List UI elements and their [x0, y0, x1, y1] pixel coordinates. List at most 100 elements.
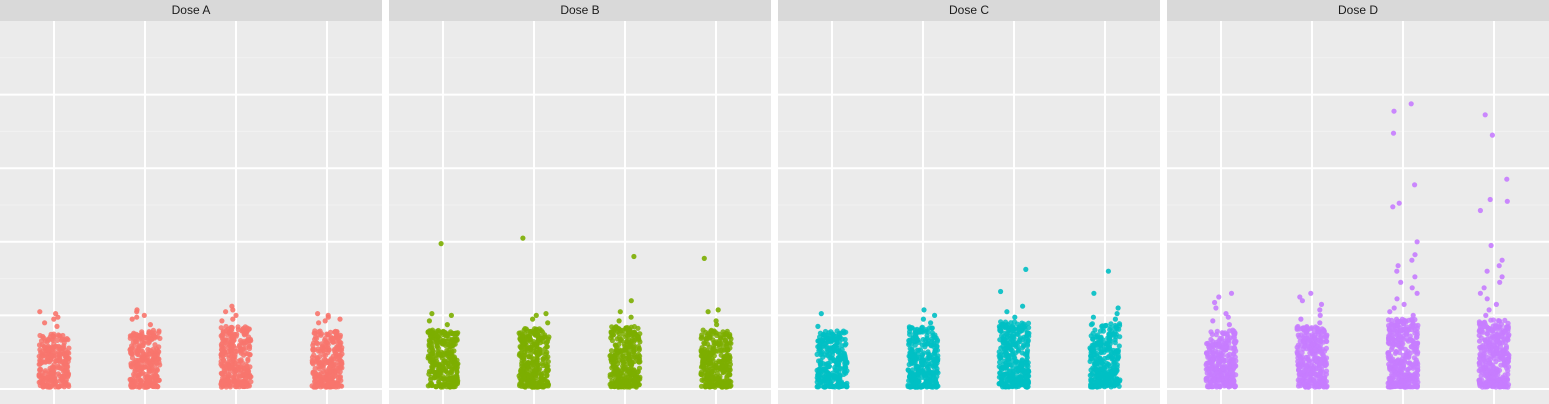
- data-point: [430, 361, 436, 367]
- data-point: [1095, 368, 1101, 374]
- data-point: [1295, 325, 1301, 331]
- data-point: [1091, 349, 1097, 355]
- data-point: [1215, 373, 1222, 379]
- data-point: [1088, 333, 1094, 339]
- data-point: [1208, 365, 1214, 371]
- data-point: [247, 343, 253, 349]
- data-point: [131, 347, 137, 353]
- data-point: [716, 341, 722, 347]
- data-point: [47, 384, 53, 390]
- data-point: [701, 365, 707, 371]
- data-point: [1012, 341, 1018, 348]
- data-point: [1412, 345, 1418, 352]
- outlier-point: [1401, 301, 1407, 307]
- data-point: [315, 382, 321, 388]
- data-point: [155, 348, 161, 354]
- data-point: [1111, 383, 1117, 389]
- outlier-point: [628, 314, 634, 320]
- data-point: [635, 351, 642, 358]
- data-point: [1505, 325, 1511, 332]
- data-point: [1216, 341, 1222, 347]
- facet-panel-dose-c: Dose C: [778, 0, 1160, 404]
- data-point: [36, 342, 43, 348]
- data-point: [231, 377, 237, 383]
- data-point: [1412, 360, 1418, 366]
- data-point: [1204, 360, 1210, 366]
- data-point: [227, 384, 233, 390]
- data-point: [709, 369, 715, 375]
- data-point: [133, 367, 139, 373]
- data-point: [244, 383, 250, 389]
- data-point: [1501, 376, 1507, 382]
- data-point: [1117, 322, 1123, 329]
- data-point: [631, 371, 637, 377]
- data-point: [1390, 326, 1397, 333]
- data-point: [242, 379, 248, 386]
- outlier-point: [921, 307, 927, 313]
- data-point: [155, 384, 161, 390]
- data-point: [221, 378, 227, 384]
- data-point: [134, 362, 140, 369]
- data-point: [1219, 353, 1226, 359]
- data-point: [927, 378, 934, 384]
- data-point: [628, 364, 634, 370]
- data-point: [1389, 344, 1395, 350]
- data-point: [37, 357, 43, 364]
- data-point: [546, 334, 552, 340]
- data-point: [1219, 330, 1225, 336]
- data-point: [1491, 350, 1497, 356]
- data-point: [133, 357, 139, 363]
- data-point: [1211, 375, 1217, 381]
- outlier-point: [928, 320, 934, 326]
- data-point: [1494, 338, 1500, 344]
- data-point: [627, 330, 633, 336]
- outlier-point: [1297, 294, 1303, 300]
- data-point: [723, 384, 729, 390]
- data-point: [1477, 320, 1483, 326]
- data-point: [140, 334, 146, 340]
- data-point: [519, 383, 525, 389]
- data-point: [999, 333, 1005, 339]
- data-point: [230, 357, 236, 363]
- data-point: [997, 359, 1003, 365]
- data-point: [727, 331, 733, 338]
- data-point: [1296, 365, 1302, 371]
- data-point: [1485, 366, 1491, 372]
- data-point: [1231, 340, 1238, 346]
- outlier-point: [1090, 314, 1096, 320]
- data-point: [998, 345, 1004, 351]
- data-point: [1412, 341, 1418, 348]
- outlier-point: [1504, 176, 1510, 182]
- data-point: [153, 359, 159, 365]
- data-point: [1099, 323, 1106, 329]
- outlier-point: [42, 320, 48, 326]
- data-point: [1024, 374, 1030, 380]
- data-point: [1476, 360, 1482, 366]
- data-point: [310, 342, 316, 348]
- data-point: [454, 366, 460, 372]
- data-point: [1208, 336, 1214, 343]
- data-point: [242, 340, 248, 346]
- outlier-point: [429, 311, 435, 317]
- outlier-point: [1216, 294, 1222, 300]
- data-point: [439, 382, 445, 388]
- data-point: [1015, 377, 1021, 383]
- data-point: [1314, 325, 1320, 331]
- data-point: [918, 328, 924, 334]
- data-point: [524, 336, 530, 342]
- data-point: [1111, 371, 1118, 377]
- data-point: [633, 384, 639, 390]
- data-point: [1505, 384, 1511, 390]
- data-point: [837, 365, 843, 371]
- data-point: [65, 382, 71, 388]
- data-point: [525, 328, 531, 334]
- data-point: [1019, 367, 1026, 373]
- data-point: [1303, 363, 1309, 369]
- data-point: [1491, 365, 1497, 371]
- outlier-point: [1481, 285, 1487, 291]
- data-point: [139, 365, 145, 372]
- outlier-point: [233, 312, 239, 318]
- data-point: [608, 348, 615, 354]
- data-point: [1231, 364, 1237, 370]
- outlier-point: [998, 288, 1004, 295]
